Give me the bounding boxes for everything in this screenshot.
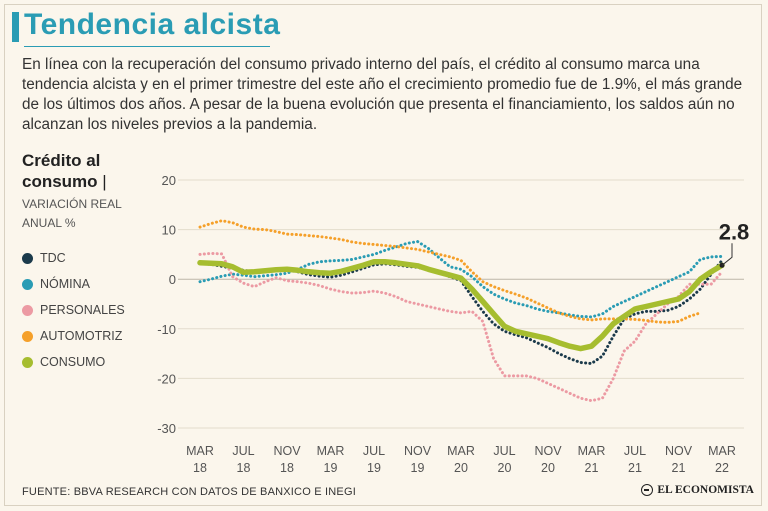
legend-label: CONSUMO [40, 355, 106, 369]
y-tick-label: -30 [157, 421, 176, 436]
chart-subtitle-line2: ANUAL % [22, 216, 76, 230]
x-tick-label: 21 [628, 461, 642, 475]
y-tick-label: 0 [169, 272, 176, 287]
x-tick-label: JUL [624, 444, 646, 458]
x-tick-label: 18 [280, 461, 294, 475]
x-tick-label: MAR [186, 444, 214, 458]
x-tick-label: 21 [672, 461, 686, 475]
chart-frame [4, 4, 762, 506]
legend-label: PERSONALES [40, 303, 125, 317]
annotation-leader [721, 243, 733, 266]
x-tick-label: NOV [273, 444, 301, 458]
chart-subtitle: VARIACIÓN REAL ANUAL % [22, 195, 122, 233]
y-tick-label: -10 [157, 322, 176, 337]
legend: TDC NÓMINA PERSONALES AUTOMOTRIZ CONSUMO [22, 245, 125, 375]
source-note: FUENTE: BBVA RESEARCH CON DATOS DE BANXI… [22, 486, 356, 498]
legend-dot-icon [22, 278, 33, 290]
legend-item-nomina: NÓMINA [22, 271, 125, 297]
x-tick-label: MAR [708, 444, 736, 458]
legend-label: NÓMINA [40, 277, 90, 291]
title-separator: | [102, 172, 107, 191]
x-tick-label: MAR [447, 444, 475, 458]
chart-title-line2: consumo [22, 172, 98, 191]
legend-item-consumo: CONSUMO [22, 349, 125, 375]
legend-item-personales: PERSONALES [22, 297, 125, 323]
legend-item-tdc: TDC [22, 245, 125, 271]
legend-dot-icon [22, 330, 33, 342]
series-line-personales [198, 251, 724, 403]
x-tick-label: 19 [411, 461, 425, 475]
legend-dot-icon [22, 356, 33, 368]
x-tick-label: 20 [498, 461, 512, 475]
x-tick-label: MAR [578, 444, 606, 458]
x-tick-label: 18 [193, 461, 207, 475]
y-tick-label: 20 [162, 173, 176, 188]
chart-title-line1: Crédito al [22, 151, 101, 170]
x-tick-label: NOV [534, 444, 562, 458]
x-tick-label: 19 [367, 461, 381, 475]
x-tick-label: 21 [585, 461, 599, 475]
x-tick-label: NOV [665, 444, 693, 458]
x-tick-label: JUL [493, 444, 515, 458]
y-tick-label: 10 [162, 223, 176, 238]
legend-label: TDC [40, 251, 66, 265]
legend-item-automotriz: AUTOMOTRIZ [22, 323, 125, 349]
x-tick-label: MAR [317, 444, 345, 458]
x-tick-label: JUL [363, 444, 385, 458]
brand-globe-icon [641, 484, 654, 496]
title-underline [24, 46, 270, 47]
series-line-consumo [197, 259, 725, 352]
x-tick-label: 18 [237, 461, 251, 475]
x-tick-label: 20 [454, 461, 468, 475]
x-tick-label: NOV [404, 444, 432, 458]
title-accent-bar [12, 12, 19, 42]
x-tick-label: JUL [232, 444, 254, 458]
legend-dot-icon [22, 252, 33, 264]
brand-logo: EL ECONOMISTA [641, 484, 754, 496]
page-title: Tendencia alcista [24, 8, 281, 41]
series-line-nomina [198, 240, 724, 319]
x-tick-label: 22 [715, 461, 729, 475]
legend-label: AUTOMOTRIZ [40, 329, 123, 343]
intro-paragraph: En línea con la recuperación del consumo… [22, 56, 743, 133]
y-tick-label: -20 [157, 371, 176, 386]
chart-subtitle-line1: VARIACIÓN REAL [22, 197, 122, 211]
chart-title: Crédito al consumo | [22, 150, 107, 192]
x-tick-label: 20 [541, 461, 555, 475]
x-tick-label: 19 [324, 461, 338, 475]
brand-name: EL ECONOMISTA [657, 484, 754, 496]
annotation-label: 2.8 [719, 219, 750, 244]
legend-dot-icon [22, 304, 33, 316]
